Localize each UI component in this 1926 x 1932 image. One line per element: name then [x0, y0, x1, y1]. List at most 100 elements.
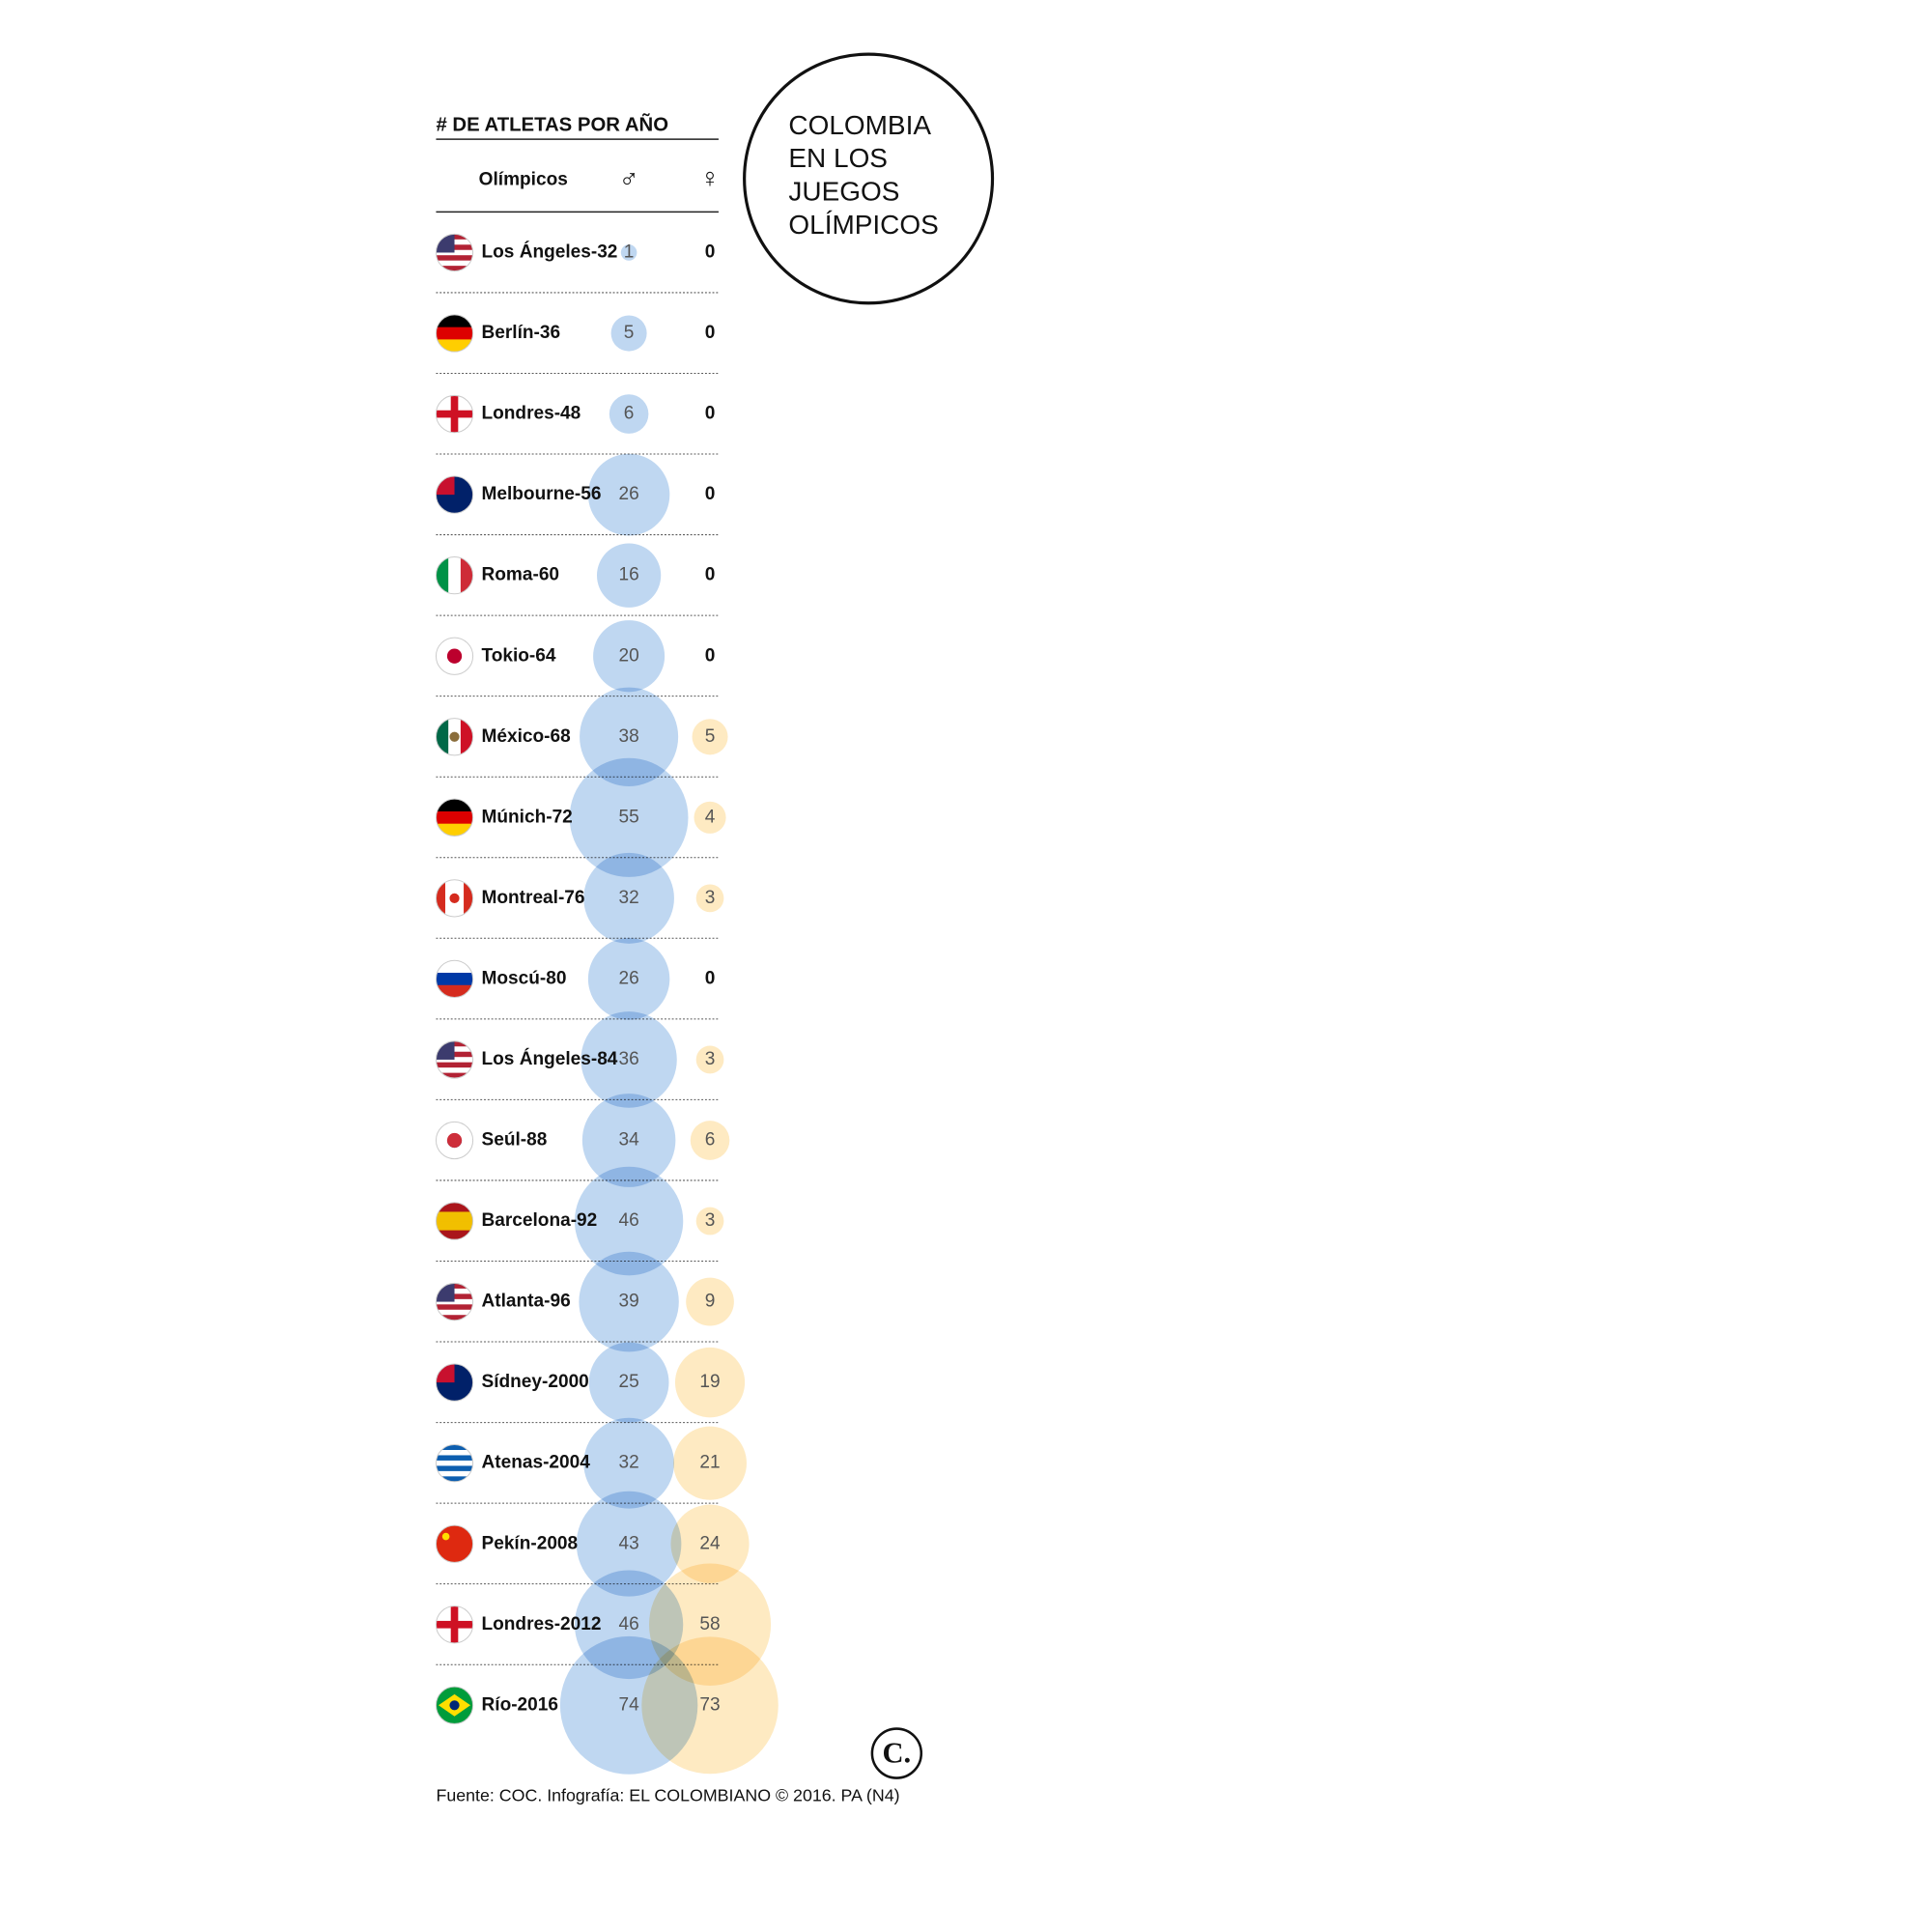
bubble — [583, 1417, 674, 1509]
bubble — [609, 394, 649, 434]
value-label: 25 — [618, 1372, 638, 1392]
column-header: Olímpicos — [479, 169, 568, 189]
bubble — [569, 757, 689, 877]
category-label: Río-2016 — [482, 1694, 558, 1715]
flag — [436, 556, 473, 594]
flag-stripe — [436, 810, 473, 825]
flag-stripe — [436, 1062, 473, 1068]
headline-line: EN LOS — [788, 143, 888, 173]
flag-stripe — [436, 1298, 473, 1305]
flag-stripe — [436, 1444, 473, 1451]
source: Fuente: COC. Infografía: EL COLOMBIANO ©… — [436, 1785, 899, 1804]
value-label: 0 — [705, 404, 716, 424]
flags — [435, 233, 474, 1724]
value-label: 21 — [699, 1453, 720, 1473]
bubble — [673, 1426, 747, 1500]
category-label: Múnich-72 — [482, 807, 573, 827]
flag-stripe — [436, 1470, 473, 1477]
flag-stripe — [436, 1202, 473, 1213]
flag-stripe — [460, 718, 473, 755]
value-label: 38 — [618, 726, 638, 747]
flag-stripe — [436, 1315, 473, 1321]
flag-stripe — [436, 327, 473, 341]
value-label: 6 — [705, 1130, 716, 1151]
value-label: 0 — [705, 645, 716, 666]
category-label: Pekín-2008 — [482, 1533, 579, 1553]
flag-ring — [435, 394, 474, 434]
flag-stripe — [436, 249, 473, 256]
flag-stripe — [436, 1476, 473, 1482]
flag — [436, 638, 473, 675]
flag-stripe — [436, 799, 473, 812]
flag — [436, 1122, 473, 1159]
bubble — [695, 1045, 724, 1074]
flag-stripe — [436, 260, 473, 267]
flag-stripe — [436, 1455, 473, 1462]
category-label: Londres-48 — [482, 404, 581, 424]
flag-star — [441, 1532, 450, 1541]
bubble — [694, 801, 726, 834]
value-label: 1 — [624, 242, 635, 263]
flag-ring — [435, 1686, 474, 1724]
bubble — [610, 315, 647, 352]
flag-stripe — [436, 339, 473, 353]
flag-stripe — [436, 1057, 473, 1064]
category-label: Berlín-36 — [482, 323, 561, 343]
category-label: Melbourne-56 — [482, 484, 602, 504]
logo-circle — [870, 1727, 923, 1779]
flag-emblem — [449, 893, 460, 903]
value-label: 0 — [705, 242, 716, 263]
value-label: 5 — [705, 726, 716, 747]
flag — [436, 1202, 473, 1240]
bubble — [574, 1166, 684, 1276]
value-label: 24 — [699, 1533, 721, 1553]
bubble — [583, 852, 674, 944]
flag-stripe — [436, 1221, 473, 1232]
flag-ring — [435, 1040, 474, 1079]
category-label: Atlanta-96 — [482, 1292, 571, 1312]
flag-cross — [436, 1620, 473, 1629]
category-label: Los Ángeles-32 — [482, 242, 618, 263]
value-label: 43 — [618, 1533, 638, 1553]
headline-circle — [743, 52, 995, 305]
headline-line: JUEGOS — [788, 177, 899, 207]
value-label: 3 — [705, 1049, 716, 1069]
labels: ♂ ♀ Los Ángeles-32 Berlín-36 Londres-48 Melbo… — [482, 163, 722, 1716]
flag-stripe — [436, 1465, 473, 1472]
value-label: 55 — [618, 807, 638, 827]
value-label: 32 — [618, 888, 638, 908]
value-label: 32 — [618, 1453, 638, 1473]
flag-ring — [435, 959, 474, 999]
flag — [436, 879, 473, 917]
value-label: 16 — [618, 565, 638, 585]
legend-symbol: ♀ — [700, 163, 721, 193]
flag-stripe — [436, 1304, 473, 1311]
flag-stripe — [448, 556, 462, 594]
flag-stripe — [436, 1072, 473, 1079]
flag-stripe — [436, 1460, 473, 1467]
flag-stripe — [436, 1067, 473, 1074]
bubble — [580, 687, 679, 786]
category-label: México-68 — [482, 726, 572, 747]
bubble — [576, 1491, 682, 1597]
flag — [436, 1525, 473, 1563]
category-label: Londres-2012 — [482, 1614, 602, 1634]
value-label: 0 — [705, 565, 716, 585]
flag-ring — [435, 1202, 474, 1240]
value-label: 39 — [618, 1292, 638, 1312]
flag-ring — [435, 798, 474, 837]
flag-ring — [435, 1605, 474, 1644]
flag-stripe — [436, 1211, 473, 1222]
flag-stripe — [436, 556, 449, 594]
category-label: Tokio-64 — [482, 645, 556, 666]
flag-ring — [435, 1363, 474, 1402]
category-label: Barcelona-92 — [482, 1210, 598, 1231]
flag-cross — [436, 410, 473, 418]
value-label: 9 — [705, 1292, 716, 1312]
headline-line: COLOMBIA — [788, 110, 931, 140]
flag-stripe — [436, 1309, 473, 1316]
flag — [436, 1444, 473, 1482]
